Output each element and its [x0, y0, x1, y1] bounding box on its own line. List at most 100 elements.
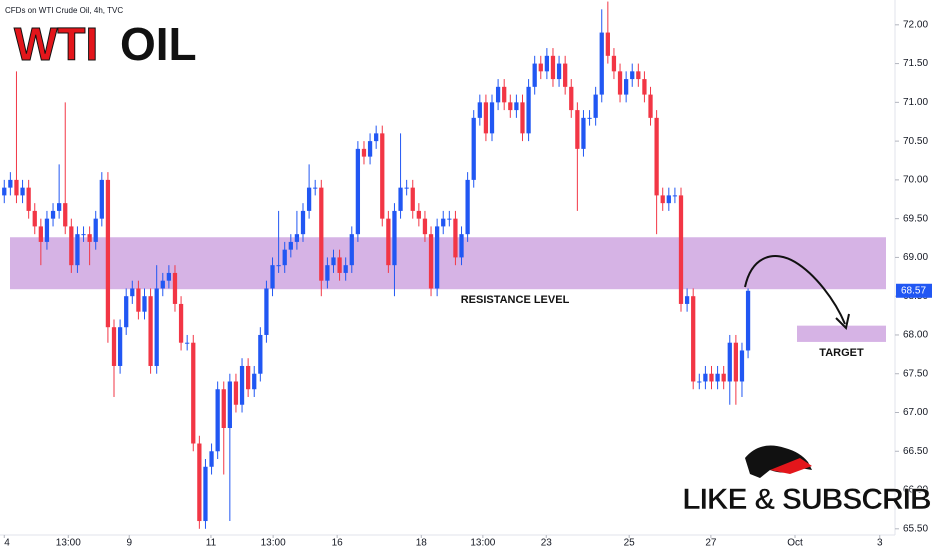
last-price-label: 68.57 — [901, 285, 926, 296]
candle-body — [75, 234, 80, 266]
y-tick-label: 66.50 — [903, 446, 928, 457]
candle-body — [483, 102, 489, 134]
title-word: OIL — [120, 18, 197, 70]
candle-body — [111, 327, 117, 366]
candle-body — [733, 342, 739, 382]
candle-body — [38, 226, 43, 242]
candle-body — [684, 296, 690, 304]
candle-body — [191, 342, 196, 444]
candle-body — [105, 179, 111, 328]
x-tick-label: 13:00 — [470, 538, 495, 549]
candle-body — [93, 218, 98, 242]
candle-body — [124, 296, 129, 328]
candle-body — [617, 71, 623, 95]
candle-body — [410, 187, 415, 211]
candle-body — [142, 296, 147, 312]
candle-body — [630, 71, 635, 80]
candle-body — [495, 86, 501, 103]
candle-body — [428, 234, 434, 289]
y-tick-label: 69.00 — [903, 252, 928, 263]
candle-body — [32, 210, 37, 227]
candles — [2, 1, 751, 529]
x-tick-label: 25 — [624, 538, 636, 549]
candle-body — [160, 280, 165, 289]
candle-body — [398, 187, 403, 211]
candle-body — [148, 296, 153, 366]
candle-body — [660, 195, 665, 204]
candle-body — [87, 234, 92, 242]
candle-body — [99, 179, 104, 219]
candle-body — [502, 86, 507, 103]
y-tick-label: 67.50 — [903, 368, 928, 379]
candle-body — [337, 257, 342, 273]
x-tick-label: 23 — [541, 538, 553, 549]
candle-body — [374, 133, 379, 142]
x-tick-label: 27 — [705, 538, 717, 549]
candle-body — [453, 218, 458, 258]
candle-body — [300, 210, 306, 235]
candle-body — [715, 373, 720, 382]
x-tick-label: 13:00 — [56, 538, 81, 549]
candle-body — [355, 148, 361, 235]
candle-body — [727, 342, 732, 382]
y-tick-label: 72.00 — [903, 19, 928, 30]
candle-body — [697, 381, 702, 383]
candle-body — [544, 55, 550, 72]
zone — [797, 325, 886, 342]
candle-body — [294, 234, 300, 242]
candle-body — [270, 265, 275, 289]
candle-body — [459, 234, 464, 258]
candle-body — [367, 141, 373, 157]
candle-body — [185, 342, 190, 344]
candle-body — [416, 210, 421, 219]
x-tick-label: 18 — [416, 538, 428, 549]
x-tick-label: 11 — [206, 538, 217, 549]
candle-body — [136, 288, 141, 312]
candle-body — [605, 32, 610, 56]
candle-body — [44, 218, 50, 242]
zones: RESISTANCE LEVEL TARGET — [10, 237, 886, 359]
zone-label: RESISTANCE LEVEL — [461, 294, 570, 306]
candle-body — [471, 117, 476, 180]
candle-body — [221, 389, 226, 428]
candle-body — [526, 86, 531, 134]
arrow-head — [835, 313, 850, 331]
candle-body — [563, 63, 568, 87]
candle-body — [508, 102, 513, 111]
candle-body — [709, 373, 714, 382]
zone-label: TARGET — [819, 347, 864, 359]
candle-body — [343, 265, 348, 273]
candle-body — [57, 203, 62, 211]
candle-body — [386, 218, 391, 266]
candle-body — [282, 249, 287, 266]
candle-body — [209, 451, 214, 467]
candle-body — [404, 187, 409, 189]
candle-body — [636, 71, 641, 80]
candle-body — [599, 32, 604, 95]
candle-body — [349, 234, 354, 266]
chart-header: CFDs on WTI Crude Oil, 4h, TVC — [5, 6, 123, 15]
candle-body — [239, 365, 245, 405]
candle-body — [691, 296, 696, 382]
candle-body — [587, 117, 592, 119]
candle-body — [721, 373, 726, 382]
candle-body — [233, 381, 239, 405]
candle-body — [325, 265, 330, 281]
candle-body — [514, 102, 519, 111]
candle-body — [489, 102, 495, 134]
candle-body — [648, 94, 653, 118]
like-subscribe: LIKE & SUBSCRIBE — [682, 483, 932, 516]
candle-body — [611, 55, 617, 72]
candle-body — [197, 443, 202, 522]
candle-body — [288, 241, 293, 250]
candle-body — [447, 218, 452, 220]
candle-body — [465, 179, 470, 235]
y-tick-label: 65.50 — [903, 523, 928, 534]
candle-body — [520, 102, 525, 134]
candle-body — [63, 203, 68, 227]
candle-body — [624, 79, 629, 95]
candle-body — [532, 63, 537, 87]
candle-body — [246, 365, 251, 390]
x-tick-label: 9 — [126, 538, 132, 549]
